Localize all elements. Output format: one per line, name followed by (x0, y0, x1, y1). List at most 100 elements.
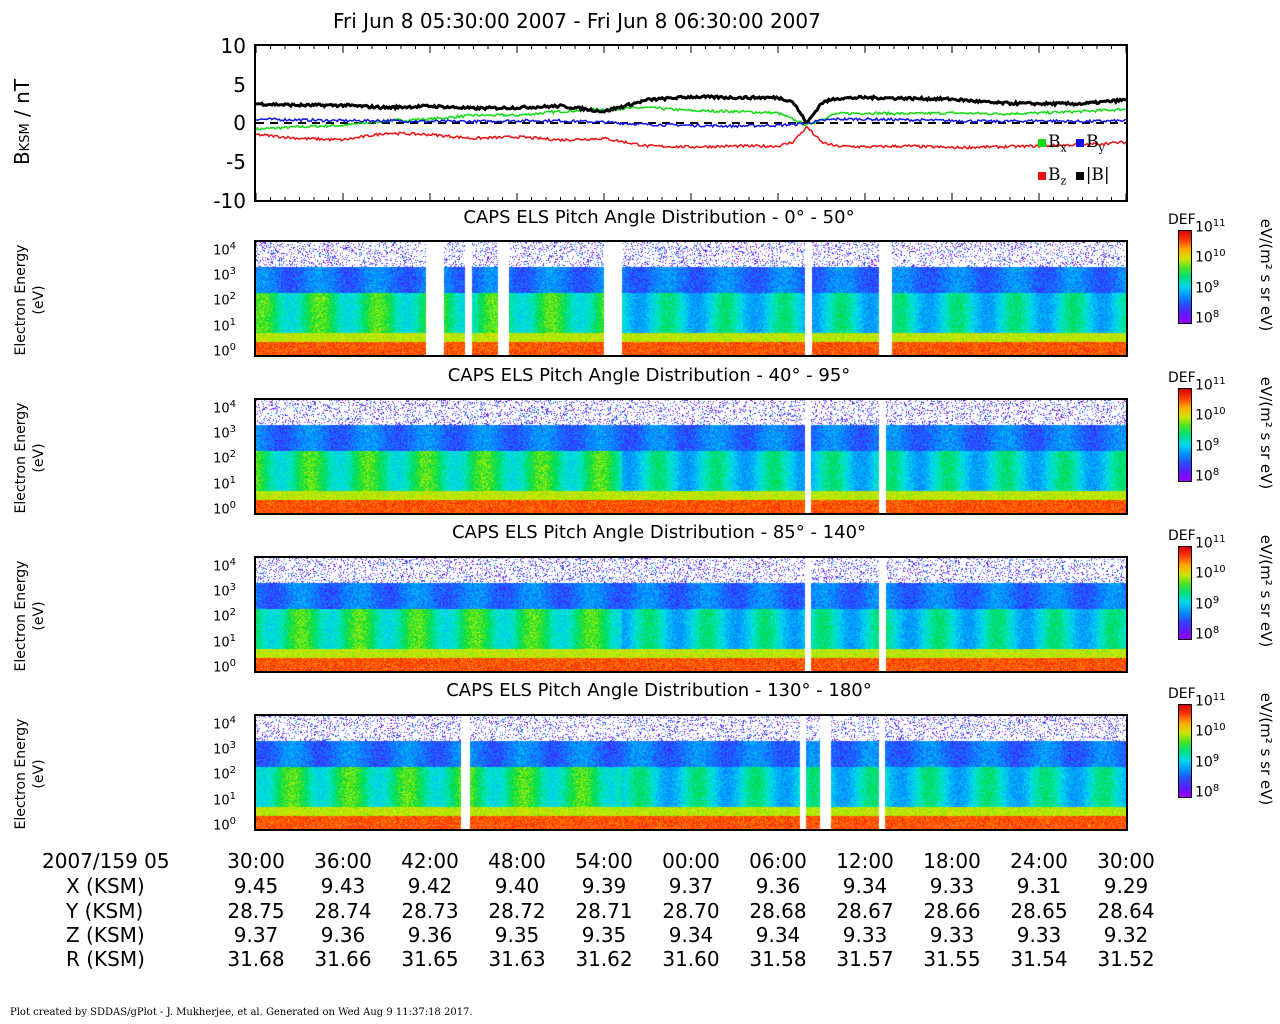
colorbar-tick-exp: 8 (1212, 783, 1220, 794)
ephem-value: 9.34 (842, 874, 888, 898)
time-tick-label: 54:00 (575, 849, 633, 873)
colorbar-tick-base: 10 (1195, 310, 1213, 327)
colorbar-tick: 108 (1195, 625, 1219, 643)
energy-axis-label-line1: Electron Energy (13, 718, 29, 830)
ephem-value: 28.70 (662, 899, 720, 923)
ephem-label-r: R (KSM) (66, 947, 145, 971)
colorbar-title: DEF (1168, 212, 1196, 228)
energy-tick-exp: 4 (229, 241, 236, 252)
colorbar-tick-exp: 11 (1212, 534, 1226, 545)
colorbar-tick: 1010 (1195, 564, 1226, 582)
colorbar-gradient (1178, 704, 1192, 798)
ephem-value: 28.67 (836, 899, 894, 923)
energy-tick: 104 (196, 399, 236, 416)
energy-tick-base: 10 (213, 767, 230, 783)
colorbar-tick-base: 10 (1195, 438, 1213, 455)
colorbar-tick-base: 10 (1195, 565, 1213, 582)
energy-tick-base: 10 (213, 609, 230, 625)
spectrogram-canvas-1 (256, 400, 1126, 513)
energy-tick-exp: 1 (229, 317, 236, 328)
colorbar-tick: 1011 (1195, 218, 1226, 236)
energy-tick-exp: 2 (229, 449, 236, 460)
energy-tick-exp: 1 (229, 475, 236, 486)
ephem-label-y: Y (KSM) (66, 899, 144, 923)
energy-tick-exp: 4 (229, 399, 236, 410)
energy-tick-base: 10 (213, 717, 230, 733)
mag-ylabel-unit: / nT (10, 78, 34, 124)
legend-bz: Bz (1038, 165, 1066, 187)
energy-tick-exp: 3 (229, 266, 236, 277)
ephem-value: 9.35 (581, 923, 627, 947)
mag-ylabel-main: B (10, 151, 34, 166)
mag-ylabel-sub: KSM (18, 123, 33, 152)
energy-tick-base: 10 (213, 818, 230, 834)
ephem-value: 9.36 (320, 923, 366, 947)
colorbar-tick-base: 10 (1195, 754, 1213, 771)
energy-axis-label-line2: (eV) (31, 601, 47, 631)
time-row-label: 2007/159 05 (42, 849, 170, 873)
energy-axis-label-line2: (eV) (31, 759, 47, 789)
mag-legend-row2: Bz |B| (1038, 165, 1110, 187)
ephem-label-z: Z (KSM) (66, 923, 145, 947)
energy-axis-label: Electron Energy (eV) (12, 704, 48, 844)
spectro-panel-2 (254, 556, 1128, 673)
ephem-value: 9.36 (755, 874, 801, 898)
energy-tick: 101 (196, 475, 236, 492)
colorbar-gradient (1178, 546, 1192, 640)
colorbar-tick-exp: 8 (1212, 309, 1220, 320)
colorbar-tick-exp: 11 (1212, 218, 1226, 229)
energy-axis-label-line2: (eV) (31, 443, 47, 473)
ephem-value: 28.75 (227, 899, 285, 923)
mag-panel (254, 44, 1128, 202)
colorbar-1: DEF 1011 1010 109 108 eV/(m² s sr eV) (1166, 370, 1280, 500)
ephem-value: 9.40 (494, 874, 540, 898)
mag-ytick-label: 5 (233, 73, 246, 97)
colorbar-tick: 108 (1195, 309, 1219, 327)
colorbar-tick: 108 (1195, 783, 1219, 801)
colorbar-tick-base: 10 (1195, 407, 1213, 424)
legend-by: By (1076, 132, 1105, 154)
ephem-value: 9.36 (407, 923, 453, 947)
spectrogram-canvas-0 (256, 242, 1126, 355)
mag-ytick: 0 (196, 111, 246, 135)
energy-tick: 100 (196, 500, 236, 517)
colorbar-tick-base: 10 (1195, 723, 1213, 740)
legend-by-swatch (1076, 138, 1085, 147)
time-tick-label: 30:00 (227, 849, 285, 873)
energy-axis-label: Electron Energy (eV) (12, 230, 48, 370)
energy-tick-base: 10 (213, 660, 230, 676)
colorbar-gradient (1178, 388, 1192, 482)
energy-tick-base: 10 (213, 502, 230, 518)
time-tick-label: 48:00 (488, 849, 546, 873)
energy-tick-exp: 1 (229, 633, 236, 644)
colorbar-tick: 109 (1195, 437, 1219, 455)
colorbar-tick-base: 10 (1195, 535, 1213, 552)
energy-tick: 102 (196, 291, 236, 308)
ephem-value: 31.57 (836, 947, 894, 971)
energy-tick-exp: 2 (229, 607, 236, 618)
mag-series-bz (255, 125, 1127, 150)
ephem-value: 31.52 (1097, 947, 1155, 971)
energy-tick: 101 (196, 317, 236, 334)
mag-ytick-label: -5 (226, 150, 246, 174)
time-tick-label: 36:00 (314, 849, 372, 873)
colorbar-tick: 1010 (1195, 406, 1226, 424)
energy-tick: 101 (196, 633, 236, 650)
ephem-value: 9.34 (668, 923, 714, 947)
mag-ytick-label: 10 (220, 34, 246, 58)
energy-tick-base: 10 (213, 293, 230, 309)
energy-tick-exp: 0 (229, 500, 236, 511)
colorbar-title: DEF (1168, 686, 1196, 702)
colorbar-unit: eV/(m² s sr eV) (1257, 376, 1275, 490)
energy-tick-exp: 3 (229, 424, 236, 435)
colorbar-tick-exp: 9 (1212, 437, 1220, 448)
ephem-value: 28.64 (1097, 899, 1155, 923)
ephem-value: 9.45 (233, 874, 279, 898)
mag-ytick: -10 (196, 189, 246, 213)
ephem-value: 28.65 (1010, 899, 1068, 923)
energy-tick-base: 10 (213, 559, 230, 575)
spectro-panel-1 (254, 398, 1128, 515)
energy-tick-exp: 3 (229, 582, 236, 593)
energy-tick: 104 (196, 557, 236, 574)
colorbar-tick: 1011 (1195, 692, 1226, 710)
